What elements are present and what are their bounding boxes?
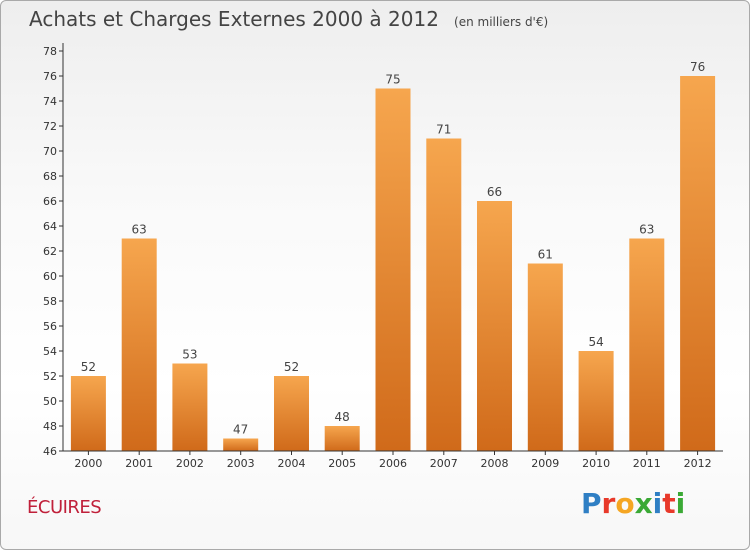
- bar-value-label: 63: [639, 223, 654, 237]
- x-tick-label: 2003: [227, 457, 255, 470]
- y-tick-label: 72: [43, 120, 57, 133]
- bar-value-label: 52: [284, 360, 299, 374]
- bar: [578, 351, 614, 451]
- y-tick-label: 74: [43, 95, 57, 108]
- bar-value-label: 48: [335, 410, 350, 424]
- bar: [680, 76, 716, 451]
- brand-letter: i: [675, 487, 686, 520]
- x-tick-label: 2007: [430, 457, 458, 470]
- y-tick-label: 70: [43, 145, 57, 158]
- brand-letter: o: [615, 487, 635, 520]
- bar: [477, 201, 512, 451]
- x-tick-label: 2008: [481, 457, 509, 470]
- y-tick-label: 78: [43, 45, 57, 58]
- bar: [274, 376, 309, 451]
- place-name: ÉCUIRES: [27, 497, 102, 518]
- x-tick-label: 2009: [531, 457, 559, 470]
- bar-value-label: 61: [538, 248, 553, 262]
- bar: [70, 376, 106, 451]
- y-tick-label: 60: [43, 270, 57, 283]
- x-tick-label: 2012: [684, 457, 712, 470]
- chart-subtitle: (en milliers d'€): [454, 15, 549, 29]
- bar-value-label: 52: [81, 360, 96, 374]
- y-tick-label: 76: [43, 70, 57, 83]
- bars-layer: 52 63 53 47 52 48 75 71 66 61 54 63 76: [70, 60, 716, 451]
- brand-letter: r: [601, 487, 616, 520]
- y-tick-label: 46: [43, 445, 57, 458]
- y-tick-label: 50: [43, 395, 57, 408]
- bar-value-label: 71: [436, 123, 451, 137]
- x-tick-label: 2001: [125, 457, 153, 470]
- bar-value-label: 76: [690, 60, 705, 74]
- x-tick-label: 2004: [278, 457, 306, 470]
- x-tick-label: 2005: [328, 457, 356, 470]
- bar: [527, 263, 563, 451]
- bar-value-label: 66: [487, 185, 502, 199]
- bar: [375, 88, 411, 451]
- bar-value-label: 54: [588, 335, 603, 349]
- bar: [426, 138, 462, 451]
- bar: [324, 426, 360, 451]
- brand-letter: i: [652, 487, 663, 520]
- y-tick-label: 64: [43, 220, 57, 233]
- bar-value-label: 47: [233, 423, 248, 437]
- brand-letter: P: [581, 487, 602, 520]
- bar: [121, 238, 157, 451]
- brand-letter: t: [662, 487, 676, 520]
- x-tick-label: 2006: [379, 457, 407, 470]
- y-tick-label: 58: [43, 295, 57, 308]
- bar: [172, 363, 208, 451]
- y-tick-label: 68: [43, 170, 57, 183]
- bar-value-label: 53: [182, 348, 197, 362]
- axes-layer: 2000 2001 2002 2003 2004 2005 2006 2007 2008 2009…: [43, 43, 723, 470]
- brand-logo: Proxiti: [581, 487, 685, 520]
- bar: [629, 238, 665, 451]
- y-tick-label: 54: [43, 345, 57, 358]
- chart-title: Achats et Charges Externes 2000 à 2012: [29, 7, 439, 31]
- x-tick-label: 2000: [74, 457, 102, 470]
- bar: [223, 438, 259, 451]
- bar-value-label: 63: [132, 223, 147, 237]
- y-tick-label: 66: [43, 195, 57, 208]
- brand-letter: x: [634, 487, 653, 520]
- bar-value-label: 75: [385, 73, 400, 87]
- y-tick-label: 62: [43, 245, 57, 258]
- x-tick-label: 2010: [582, 457, 610, 470]
- x-tick-label: 2002: [176, 457, 204, 470]
- y-tick-label: 48: [43, 420, 57, 433]
- y-tick-label: 52: [43, 370, 57, 383]
- y-tick-label: 56: [43, 320, 57, 333]
- title-row: Achats et Charges Externes 2000 à 2012 (…: [29, 7, 548, 31]
- x-tick-label: 2011: [633, 457, 661, 470]
